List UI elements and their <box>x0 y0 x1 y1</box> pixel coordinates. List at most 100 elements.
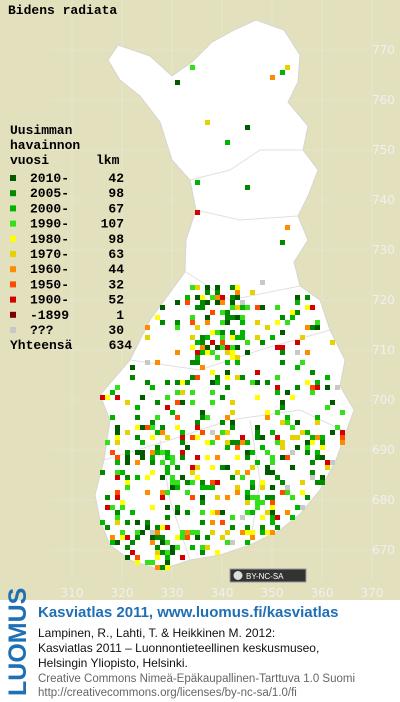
observation-square <box>260 515 265 520</box>
y-coordinate-label: 750 <box>372 143 395 157</box>
observation-square <box>155 565 160 570</box>
observation-square <box>275 345 280 350</box>
observation-square <box>125 485 130 490</box>
observation-square <box>185 530 190 535</box>
observation-square <box>110 505 115 510</box>
observation-square <box>155 315 160 320</box>
observation-square <box>235 345 240 350</box>
observation-square <box>265 415 270 420</box>
observation-square <box>290 395 295 400</box>
observation-square <box>230 330 235 335</box>
observation-square <box>240 300 245 305</box>
observation-square <box>130 375 135 380</box>
observation-square <box>170 480 175 485</box>
observation-square <box>160 550 165 555</box>
observation-square <box>150 385 155 390</box>
observation-square <box>225 375 230 380</box>
observation-square <box>160 450 165 455</box>
observation-square <box>115 425 120 430</box>
observation-square <box>165 490 170 495</box>
observation-square <box>275 475 280 480</box>
observation-square <box>185 380 190 385</box>
observation-square <box>140 450 145 455</box>
observation-square <box>200 500 205 505</box>
observation-square <box>255 435 260 440</box>
observation-square <box>160 320 165 325</box>
observation-square <box>225 530 230 535</box>
observation-square <box>280 360 285 365</box>
legend-total-label: Yhteensä <box>10 338 73 353</box>
observation-square <box>175 465 180 470</box>
x-coordinate-label: 370 <box>361 586 384 600</box>
legend-count: 32 <box>108 277 124 292</box>
observation-square <box>115 470 120 475</box>
observation-square <box>240 305 245 310</box>
observation-square <box>195 285 200 290</box>
observation-square <box>225 370 230 375</box>
axes: 770 760 750 740 730 720 710 700 690 680 670 310 320 3… <box>61 43 395 600</box>
observation-square <box>175 480 180 485</box>
observation-square <box>270 485 275 490</box>
observation-square <box>130 540 135 545</box>
observation-square <box>245 455 250 460</box>
observation-square <box>200 305 205 310</box>
observation-square <box>245 525 250 530</box>
observation-square <box>110 415 115 420</box>
observation-square <box>210 340 215 345</box>
observation-square <box>190 335 195 340</box>
observation-square <box>175 350 180 355</box>
observation-square <box>195 355 200 360</box>
observation-square <box>205 285 210 290</box>
observation-square <box>220 395 225 400</box>
observation-square <box>130 550 135 555</box>
observation-square <box>175 380 180 385</box>
observation-square <box>315 320 320 325</box>
observation-square <box>155 450 160 455</box>
observation-square <box>310 440 315 445</box>
observation-square <box>250 380 255 385</box>
observation-square <box>185 535 190 540</box>
observation-square <box>285 390 290 395</box>
x-coordinate-label: 350 <box>261 586 284 600</box>
observation-square <box>260 530 265 535</box>
observation-square <box>330 340 335 345</box>
observation-square <box>225 320 230 325</box>
observation-square <box>230 515 235 520</box>
observation-square <box>200 430 205 435</box>
observation-square <box>230 345 235 350</box>
observation-square <box>200 335 205 340</box>
legend-header: vuosi <box>10 153 49 168</box>
observation-square <box>100 520 105 525</box>
observation-square <box>285 420 290 425</box>
observation-square <box>305 495 310 500</box>
observation-square <box>300 360 305 365</box>
observation-square <box>195 455 200 460</box>
legend-label: 1950- <box>30 277 69 292</box>
legend-label: 1970- <box>30 247 69 262</box>
observation-square <box>275 385 280 390</box>
observation-square <box>210 370 215 375</box>
observation-square <box>165 395 170 400</box>
observation-square <box>165 450 170 455</box>
observation-square <box>135 415 140 420</box>
observation-square <box>175 535 180 540</box>
observation-square <box>150 530 155 535</box>
observation-square <box>260 445 265 450</box>
observation-square <box>280 480 285 485</box>
observation-square <box>235 335 240 340</box>
observation-square <box>280 405 285 410</box>
observation-square <box>145 560 150 565</box>
observation-square <box>205 455 210 460</box>
observation-square <box>235 445 240 450</box>
observation-square <box>115 475 120 480</box>
observation-square <box>275 375 280 380</box>
observation-square <box>165 565 170 570</box>
observation-square <box>125 400 130 405</box>
observation-square <box>155 535 160 540</box>
observation-square <box>165 555 170 560</box>
observation-square <box>195 295 200 300</box>
observation-square <box>265 470 270 475</box>
observation-square <box>280 330 285 335</box>
observation-square <box>190 390 195 395</box>
observation-square <box>145 380 150 385</box>
